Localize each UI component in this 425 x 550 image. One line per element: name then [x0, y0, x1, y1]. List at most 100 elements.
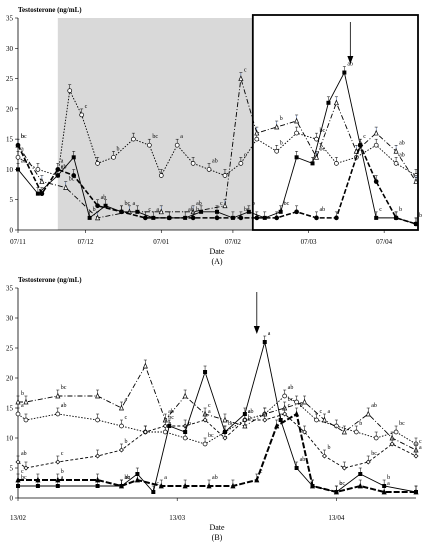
- data-point: [202, 417, 208, 423]
- significance-letter: c: [379, 207, 382, 213]
- data-point: [55, 173, 60, 178]
- data-point: [274, 123, 280, 130]
- data-point: [162, 423, 168, 429]
- data-point: [238, 215, 244, 221]
- significance-letter: bc: [288, 397, 294, 403]
- zoom-box: [251, 14, 419, 231]
- data-point: [166, 215, 172, 221]
- x-tick-label: 13/02: [10, 514, 26, 522]
- data-point: [15, 459, 21, 465]
- data-point: [182, 482, 188, 489]
- significance-letter: ab: [399, 152, 405, 158]
- significance-letter: bc: [228, 421, 234, 427]
- significance-letter: ab: [196, 201, 202, 207]
- data-point: [333, 488, 339, 495]
- data-point: [274, 215, 280, 221]
- significance-letter: b: [399, 207, 402, 213]
- significance-letter: bc: [244, 207, 250, 213]
- significance-letter: c: [320, 409, 323, 415]
- data-point: [95, 417, 100, 423]
- event-arrow-head: [347, 56, 354, 64]
- significance-letter: ab: [188, 207, 194, 213]
- significance-letter: a: [248, 409, 251, 415]
- data-point: [190, 215, 196, 221]
- significance-letter: a: [268, 331, 271, 337]
- significance-letter: c: [208, 403, 211, 409]
- data-point: [302, 398, 308, 405]
- data-point: [341, 465, 347, 471]
- significance-letter: a: [180, 134, 183, 140]
- y-axis-title: Testosterone (ng/mL): [18, 6, 82, 14]
- significance-letter: c: [260, 469, 263, 475]
- data-point: [199, 209, 204, 214]
- significance-letter: a: [132, 201, 135, 207]
- significance-letter: bc: [168, 415, 174, 421]
- data-point: [71, 173, 77, 178]
- data-point: [238, 75, 244, 81]
- data-point: [294, 466, 299, 470]
- series-line: [17, 413, 417, 469]
- significance-letter: b: [280, 140, 283, 146]
- significance-letter: bc: [371, 451, 377, 457]
- data-point: [167, 424, 172, 428]
- significance-letter: bc: [69, 177, 75, 183]
- significance-letter: bc: [21, 134, 27, 140]
- significance-letter: c: [124, 415, 127, 421]
- y-tick-label: 30: [6, 315, 14, 323]
- data-point: [242, 417, 248, 423]
- data-point: [134, 476, 140, 483]
- data-point: [182, 435, 188, 441]
- data-point: [151, 490, 156, 494]
- data-point: [119, 423, 124, 429]
- data-point: [55, 411, 61, 417]
- data-point: [151, 215, 156, 220]
- data-point: [254, 476, 260, 483]
- significance-letter: ab: [399, 140, 405, 146]
- data-point: [63, 184, 69, 190]
- series-markers: [15, 138, 419, 227]
- data-point: [190, 161, 196, 166]
- significance-letter: bc: [124, 475, 130, 481]
- y-tick-label: 35: [6, 285, 14, 293]
- data-point: [313, 153, 320, 160]
- significance-letter: bc: [124, 201, 130, 207]
- data-point: [162, 429, 168, 435]
- data-point: [357, 482, 363, 489]
- significance-letter: b: [188, 421, 191, 427]
- data-point: [39, 191, 45, 197]
- data-point: [254, 136, 260, 142]
- significance-letter: ab: [61, 164, 67, 170]
- significance-letter: b: [93, 207, 96, 213]
- data-point: [206, 482, 212, 489]
- data-point: [67, 88, 73, 94]
- data-point: [373, 129, 379, 136]
- data-point: [341, 428, 347, 435]
- significance-letter: b: [248, 415, 251, 421]
- significance-letter: c: [244, 152, 247, 158]
- data-point: [262, 340, 267, 344]
- data-point: [71, 155, 76, 160]
- significance-letter: c: [85, 104, 88, 110]
- significance-letter: b: [61, 469, 64, 475]
- significance-letter: ab: [124, 475, 130, 481]
- significance-letter: bc: [152, 134, 158, 140]
- data-point: [158, 482, 164, 489]
- y-tick-label: 15: [6, 405, 14, 413]
- significance-letter: a: [61, 475, 64, 481]
- data-point: [374, 215, 379, 220]
- data-point: [262, 417, 268, 423]
- data-point: [55, 459, 61, 465]
- significance-letter: b: [280, 116, 283, 122]
- data-point: [222, 202, 228, 209]
- data-point: [294, 410, 300, 417]
- significance-letter: a: [327, 409, 330, 415]
- data-point: [274, 422, 280, 429]
- significance-letter: c: [244, 68, 247, 74]
- significance-letter: ab: [212, 158, 218, 164]
- data-point: [55, 392, 61, 399]
- data-point: [230, 482, 236, 489]
- data-point: [310, 161, 315, 166]
- data-point: [158, 208, 164, 215]
- data-point: [119, 209, 124, 215]
